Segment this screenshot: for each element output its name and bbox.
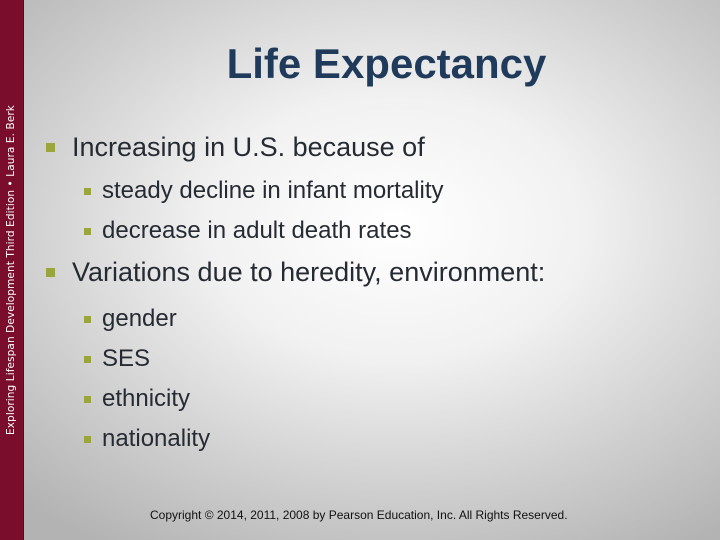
square-bullet-icon [84,355,91,363]
square-bullet-icon [84,395,91,403]
sub-bullet-item: SES [84,345,150,373]
square-bullet-icon [84,315,91,323]
square-bullet-icon [84,187,91,195]
square-bullet-icon [46,143,55,152]
sub-bullet-text: nationality [102,425,211,452]
bullet-item: Variations due to heredity, environment: [46,257,545,288]
square-bullet-icon [46,268,55,277]
sub-bullet-text: ethnicity [102,385,191,412]
slide-title: Life Expectancy [226,40,547,87]
book-title-text: Exploring Lifespan Development Third Edi… [5,105,17,435]
sub-bullet-item: decrease in adult death rates [84,217,412,245]
sub-bullet-text: gender [102,305,177,332]
bullet-text: Increasing in U.S. because of [72,132,425,162]
sub-bullet-text: steady decline in infant mortality [102,177,444,204]
sub-bullet-item: gender [84,305,177,333]
sub-bullet-item: nationality [84,425,210,453]
sub-bullet-text: SES [102,345,151,372]
bullet-item: Increasing in U.S. because of [46,132,425,163]
copyright-notice: Copyright © 2014, 2011, 2008 by Pearson … [150,508,568,522]
sub-bullet-item: steady decline in infant mortality [84,177,444,205]
sub-bullet-item: ethnicity [84,385,190,413]
sub-bullet-text: decrease in adult death rates [102,217,412,244]
square-bullet-icon [84,435,91,443]
book-title-sidebar: Exploring Lifespan Development Third Edi… [0,0,24,540]
square-bullet-icon [84,227,91,235]
bullet-text: Variations due to heredity, environment: [72,257,546,287]
